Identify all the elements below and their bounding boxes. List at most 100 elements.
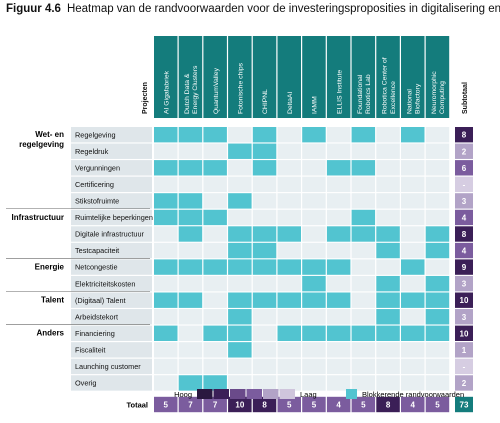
heatmap-cell-empty bbox=[376, 160, 400, 176]
heatmap-cell-empty bbox=[351, 342, 376, 358]
heatmap-cell-blocking bbox=[277, 259, 301, 275]
heatmap-cell-empty bbox=[401, 309, 425, 325]
heatmap-cell-blocking bbox=[178, 160, 203, 176]
column-header-label: Computing bbox=[439, 81, 446, 114]
heatmap-cell-blocking bbox=[425, 275, 450, 292]
heatmap-cell-empty bbox=[351, 309, 376, 325]
heatmap-cell-blocking bbox=[425, 226, 450, 242]
total-value: 8 bbox=[262, 401, 267, 410]
heatmap-cell-blocking bbox=[203, 127, 227, 143]
column-header-bg bbox=[228, 36, 252, 118]
row-label-bg bbox=[71, 292, 152, 308]
heatmap-cell-blocking bbox=[203, 375, 227, 391]
grand-total-cell bbox=[455, 396, 473, 413]
legend-low-label: Laag bbox=[300, 390, 317, 399]
heatmap-cell-empty bbox=[351, 143, 376, 159]
column-header-label: DeltaAI bbox=[287, 92, 294, 114]
row-label: Netcongestie bbox=[75, 263, 118, 272]
heatmap-cell-empty bbox=[277, 309, 301, 325]
heatmap-cell-empty bbox=[326, 209, 351, 226]
heatmap-cell-blocking bbox=[302, 127, 326, 143]
row-label: Ruimtelijke beperkingen bbox=[75, 213, 153, 222]
row-label-bg bbox=[71, 209, 152, 226]
heatmap-cell-empty bbox=[178, 342, 203, 358]
heatmap-cell-empty bbox=[178, 325, 203, 341]
heatmap-cell-empty bbox=[154, 358, 178, 375]
heatmap-cell-blocking bbox=[302, 275, 326, 292]
heatmap-cell-blocking bbox=[351, 127, 376, 143]
column-header-label: Excellence bbox=[390, 81, 397, 114]
heatmap-cell-empty bbox=[228, 358, 252, 375]
heatmap-cell-blocking bbox=[326, 325, 351, 341]
heatmap-cell-empty bbox=[326, 143, 351, 159]
legend-blocking-label: Blokkerende randvoorwaarden bbox=[362, 390, 464, 399]
heatmap-cell-empty bbox=[425, 127, 450, 143]
column-header-label: Robotics Lab bbox=[365, 74, 372, 114]
subtotal-cell bbox=[455, 325, 473, 341]
heatmap-cell-blocking bbox=[302, 292, 326, 308]
heatmap-cell-empty bbox=[351, 275, 376, 292]
row-label-bg bbox=[71, 143, 152, 159]
total-cell bbox=[302, 396, 326, 413]
subtotal-cell bbox=[455, 375, 473, 391]
heatmap-cell-empty bbox=[277, 176, 301, 193]
heatmap-cell-empty bbox=[376, 193, 400, 209]
heatmap-cell-empty bbox=[178, 275, 203, 292]
heatmap-cell-empty bbox=[302, 242, 326, 259]
subtotal-value: 2 bbox=[462, 147, 467, 156]
row-label-bg bbox=[71, 226, 152, 242]
column-header-bg bbox=[351, 36, 376, 118]
heatmap-cell-empty bbox=[376, 127, 400, 143]
column-header-label: Dutch Data & bbox=[184, 73, 191, 114]
subtotal-value: - bbox=[463, 362, 466, 371]
heatmap-cell-empty bbox=[203, 309, 227, 325]
subtotal-value: 3 bbox=[462, 313, 467, 322]
heatmap-cell-blocking bbox=[154, 160, 178, 176]
row-label-bg bbox=[71, 127, 152, 143]
heatmap-cell-empty bbox=[154, 309, 178, 325]
heatmap-cell-empty bbox=[178, 309, 203, 325]
heatmap-cell-empty bbox=[401, 226, 425, 242]
heatmap-cell-blocking bbox=[178, 226, 203, 242]
row-label-bg bbox=[71, 242, 152, 259]
column-header-bg bbox=[401, 36, 425, 118]
heatmap-cell-blocking bbox=[277, 226, 301, 242]
heatmap-cell-empty bbox=[252, 275, 277, 292]
subtotal-cell bbox=[455, 143, 473, 159]
heatmap-cell-empty bbox=[228, 209, 252, 226]
subtotal-cell bbox=[455, 176, 473, 193]
subtotal-value: 10 bbox=[460, 296, 469, 305]
heatmap-cell-empty bbox=[326, 342, 351, 358]
heatmap-cell-empty bbox=[401, 176, 425, 193]
heatmap-cell-empty bbox=[302, 309, 326, 325]
subtotal-value: 9 bbox=[462, 263, 467, 272]
heatmap-cell-empty bbox=[351, 193, 376, 209]
heatmap-cell-empty bbox=[277, 342, 301, 358]
heatmap-cell-empty bbox=[425, 375, 450, 391]
row-label: Regelgeving bbox=[75, 130, 116, 139]
row-label: Digitale infrastructuur bbox=[75, 230, 145, 239]
total-value: 10 bbox=[235, 401, 244, 410]
group-label: Energie bbox=[35, 262, 65, 271]
row-label-bg bbox=[71, 259, 152, 275]
heatmap-cell-empty bbox=[425, 259, 450, 275]
row-label-bg bbox=[71, 375, 152, 391]
heatmap-cell-blocking bbox=[302, 325, 326, 341]
row-label-bg bbox=[71, 193, 152, 209]
row-axis-label: Projecten bbox=[142, 82, 149, 114]
total-value: 4 bbox=[411, 401, 416, 410]
heatmap-cell-empty bbox=[376, 342, 400, 358]
heatmap-cell-empty bbox=[228, 127, 252, 143]
heatmap-cell-empty bbox=[252, 342, 277, 358]
total-cell bbox=[376, 396, 400, 413]
heatmap-cell-blocking bbox=[277, 325, 301, 341]
column-header-bg bbox=[154, 36, 178, 118]
heatmap-cell-empty bbox=[302, 342, 326, 358]
total-value: 5 bbox=[287, 401, 292, 410]
heatmap-cell-empty bbox=[326, 375, 351, 391]
total-value: 5 bbox=[312, 401, 317, 410]
column-header-bg bbox=[203, 36, 227, 118]
heatmap-cell-empty bbox=[203, 193, 227, 209]
heatmap-cell-empty bbox=[277, 375, 301, 391]
